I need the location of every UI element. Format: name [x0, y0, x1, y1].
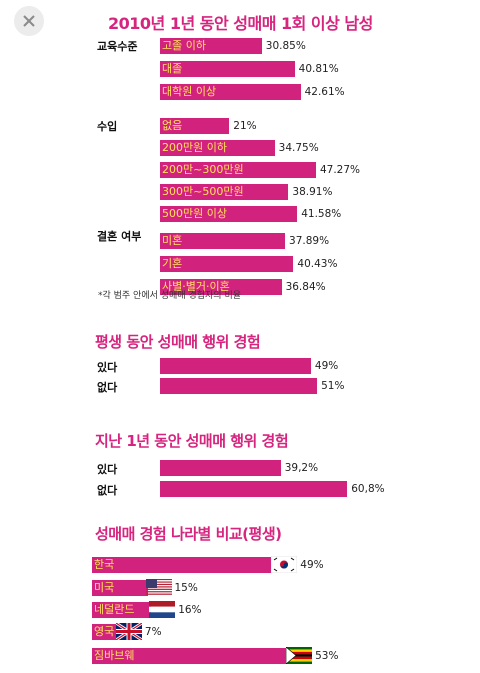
bar	[160, 481, 348, 497]
bar-category-label: 200만원 이하	[162, 141, 227, 154]
category-label: 있다	[97, 463, 118, 476]
category-label: 없다	[97, 484, 118, 497]
bar	[160, 184, 289, 200]
bar-category-label: 짐바브웨	[94, 649, 135, 662]
bar	[160, 61, 295, 77]
bar-category-label: 기혼	[162, 257, 183, 270]
chart-title: 평생 동안 성매매 행위 경험	[95, 333, 261, 351]
bar-category-label: 한국	[94, 558, 115, 571]
data-label: 30.85%	[265, 40, 306, 52]
bar-category-label: 미국	[94, 581, 115, 594]
group-label: 교육수준	[97, 40, 138, 53]
bar-category-label: 대학원 이상	[162, 85, 217, 98]
korea-flag-icon	[271, 555, 298, 574]
bar	[160, 84, 301, 100]
bar-category-label: 미혼	[162, 234, 183, 247]
data-label: 40.81%	[298, 63, 339, 75]
bar-category-label: 대졸	[162, 62, 183, 75]
bar	[160, 233, 286, 249]
close-icon	[23, 15, 35, 27]
bar	[92, 580, 148, 596]
bar	[160, 118, 230, 134]
data-label: 40.43%	[297, 258, 338, 270]
bar	[160, 38, 262, 54]
chart-title: 2010년 1년 동안 성매매 1회 이상 남성	[108, 14, 373, 33]
data-label: 41.58%	[301, 208, 342, 220]
data-label: 7%	[144, 626, 162, 638]
bar	[160, 378, 318, 394]
data-label: 47.27%	[319, 164, 361, 176]
bar-category-label: 네덜란드	[94, 603, 135, 616]
group-label: 수입	[97, 120, 118, 133]
data-label: 49%	[314, 360, 339, 372]
bar	[92, 648, 289, 664]
data-label: 42.61%	[304, 86, 345, 98]
footnote: *각 범주 안에서 성매매 경험자의 비율	[98, 291, 242, 301]
netherlands-flag-icon	[149, 601, 176, 618]
data-label: 51%	[321, 380, 345, 392]
data-label: 21%	[233, 120, 257, 132]
bar	[160, 279, 282, 295]
category-label: 있다	[97, 361, 118, 374]
bar	[92, 624, 118, 640]
zimbabwe-flag-icon	[285, 646, 313, 665]
bar	[160, 358, 311, 374]
bar-category-label: 300만~500만원	[162, 185, 244, 198]
data-label: 36.84%	[285, 281, 326, 293]
close-button[interactable]	[14, 6, 44, 36]
bar	[160, 206, 298, 222]
usa-flag-icon	[145, 579, 172, 596]
group-label: 결혼 여부	[97, 230, 142, 243]
bar	[92, 557, 274, 573]
bar	[92, 602, 152, 618]
data-label: 53%	[315, 650, 339, 662]
chart-title: 지난 1년 동안 성매매 행위 경험	[95, 432, 289, 450]
data-label: 16%	[178, 604, 202, 616]
bar	[160, 162, 316, 178]
data-label: 38.91%	[292, 186, 333, 198]
bar	[160, 256, 294, 272]
category-label: 없다	[97, 381, 118, 394]
chart-title: 성매매 경험 나라별 비교(평생)	[95, 525, 282, 543]
data-label: 39,2%	[284, 462, 319, 474]
data-label: 60,8%	[351, 483, 385, 495]
bar	[160, 460, 281, 476]
bar-category-label: 200만~300만원	[162, 163, 244, 176]
data-label: 37.89%	[289, 235, 330, 247]
data-label: 49%	[300, 559, 324, 571]
bar	[160, 140, 275, 156]
data-label: 34.75%	[278, 142, 319, 154]
bar-category-label: 500만원 이상	[162, 207, 227, 220]
bar-category-label: 없음	[162, 119, 183, 132]
bar-category-label: 고졸 이하	[162, 39, 206, 52]
uk-flag-icon	[115, 621, 143, 642]
bar-category-label: 영국	[94, 625, 115, 638]
data-label: 15%	[174, 582, 198, 594]
bar-category-label: 사별·별거·이혼	[162, 280, 230, 293]
